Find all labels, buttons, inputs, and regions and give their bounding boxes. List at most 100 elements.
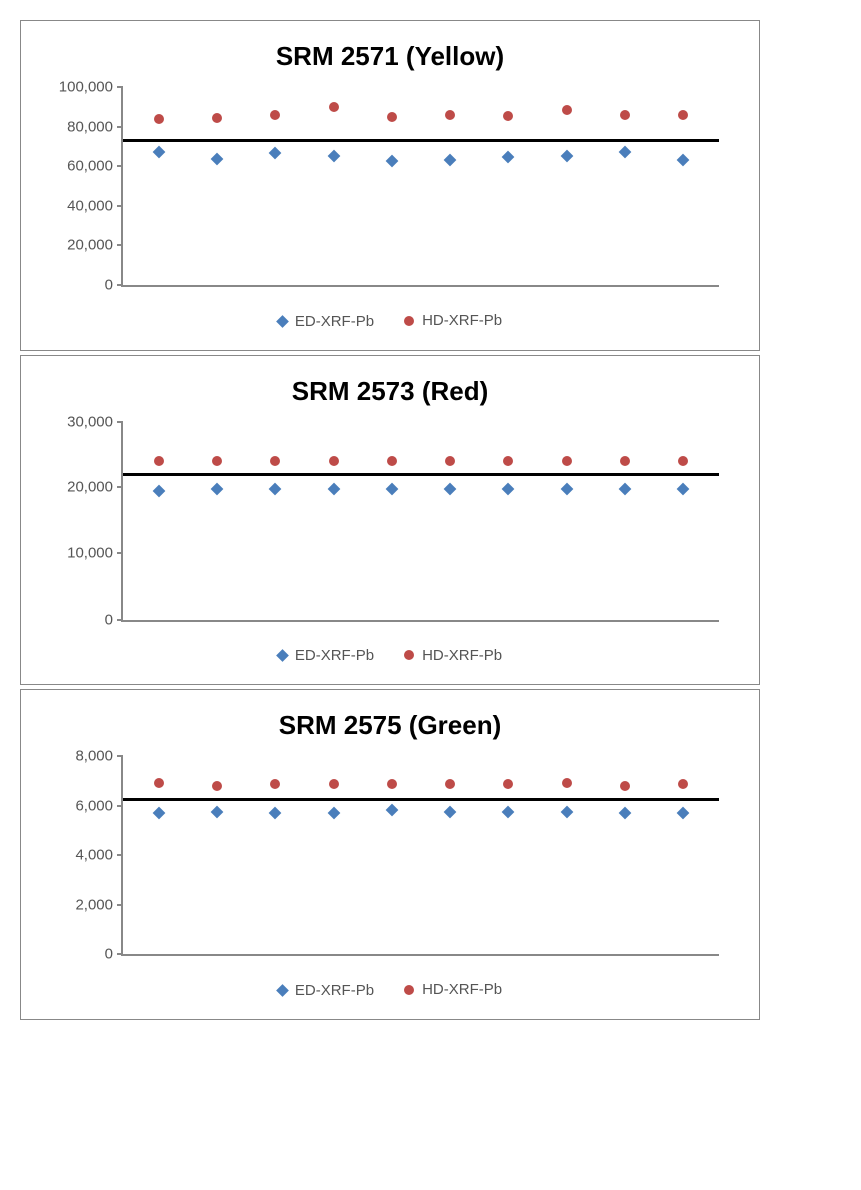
data-point <box>387 779 397 789</box>
y-tick-mark <box>117 552 123 554</box>
y-tick-mark <box>117 86 123 88</box>
y-tick-mark <box>117 755 123 757</box>
data-point <box>444 483 457 496</box>
data-point <box>385 804 398 817</box>
data-point <box>678 456 688 466</box>
legend-item: ED-XRF-Pb <box>278 647 374 664</box>
data-point <box>444 805 457 818</box>
y-tick-label: 100,000 <box>59 79 123 96</box>
data-point <box>154 114 164 124</box>
legend-item: HD-XRF-Pb <box>404 312 502 329</box>
y-tick-mark <box>117 244 123 246</box>
diamond-icon <box>276 649 289 662</box>
data-point <box>211 153 224 166</box>
y-tick-mark <box>117 486 123 488</box>
legend: ED-XRF-Pb HD-XRF-Pb <box>41 981 739 999</box>
chart-panel-0: SRM 2571 (Yellow)020,00040,00060,00080,0… <box>20 20 760 351</box>
legend: ED-XRF-Pb HD-XRF-Pb <box>41 312 739 330</box>
y-tick-label: 10,000 <box>67 545 123 562</box>
chart-area: 010,00020,00030,000 <box>121 422 719 622</box>
data-point <box>212 781 222 791</box>
data-point <box>678 110 688 120</box>
y-tick-label: 60,000 <box>67 158 123 175</box>
y-tick-mark <box>117 904 123 906</box>
legend-item: HD-XRF-Pb <box>404 647 502 664</box>
data-point <box>620 781 630 791</box>
data-point <box>152 146 165 159</box>
data-point <box>270 779 280 789</box>
data-point <box>620 110 630 120</box>
data-point <box>327 483 340 496</box>
y-tick-label: 30,000 <box>67 413 123 430</box>
plot-region: 010,00020,00030,000 <box>121 422 719 622</box>
data-point <box>329 102 339 112</box>
data-point <box>327 807 340 820</box>
y-tick-mark <box>117 284 123 286</box>
data-point <box>211 483 224 496</box>
chart-grid: SRM 2571 (Yellow)020,00040,00060,00080,0… <box>20 20 841 1020</box>
data-point <box>677 483 690 496</box>
y-tick-label: 80,000 <box>67 118 123 135</box>
y-tick-mark <box>117 854 123 856</box>
y-tick-mark <box>117 165 123 167</box>
legend-item: ED-XRF-Pb <box>278 982 374 999</box>
data-point <box>387 112 397 122</box>
y-tick-label: 4,000 <box>75 847 123 864</box>
legend-label: ED-XRF-Pb <box>295 313 374 330</box>
data-point <box>560 483 573 496</box>
y-tick-mark <box>117 205 123 207</box>
data-point <box>502 483 515 496</box>
legend-label: HD-XRF-Pb <box>422 647 502 664</box>
y-tick-label: 40,000 <box>67 197 123 214</box>
reference-line <box>123 139 719 142</box>
y-tick-mark <box>117 126 123 128</box>
y-tick-mark <box>117 619 123 621</box>
data-point <box>152 807 165 820</box>
data-point <box>445 456 455 466</box>
reference-line <box>123 798 719 801</box>
data-point <box>677 154 690 167</box>
data-point <box>562 105 572 115</box>
data-point <box>445 110 455 120</box>
legend-label: ED-XRF-Pb <box>295 982 374 999</box>
legend: ED-XRF-Pb HD-XRF-Pb <box>41 647 739 665</box>
plot-region: 020,00040,00060,00080,000100,000 <box>121 87 719 287</box>
data-point <box>444 154 457 167</box>
data-point <box>329 779 339 789</box>
data-point <box>562 778 572 788</box>
data-point <box>212 456 222 466</box>
data-point <box>387 456 397 466</box>
legend-item: HD-XRF-Pb <box>404 981 502 998</box>
circle-icon <box>404 650 414 660</box>
circle-icon <box>404 316 414 326</box>
chart-area: 020,00040,00060,00080,000100,000 <box>121 87 719 287</box>
data-point <box>327 150 340 163</box>
data-point <box>503 111 513 121</box>
y-tick-mark <box>117 421 123 423</box>
data-point <box>619 807 632 820</box>
data-point <box>620 456 630 466</box>
data-point <box>502 151 515 164</box>
data-point <box>560 150 573 163</box>
data-point <box>677 807 690 820</box>
data-point <box>269 147 282 160</box>
data-point <box>270 456 280 466</box>
data-point <box>154 778 164 788</box>
diamond-icon <box>276 984 289 997</box>
diamond-icon <box>276 315 289 328</box>
data-point <box>503 456 513 466</box>
chart-title: SRM 2573 (Red) <box>41 376 739 407</box>
data-point <box>212 113 222 123</box>
chart-panel-2: SRM 2575 (Green) 02,0004,0006,0008,000 ED-… <box>20 689 760 1020</box>
data-point <box>385 483 398 496</box>
data-point <box>619 146 632 159</box>
data-point <box>211 805 224 818</box>
y-tick-mark <box>117 953 123 955</box>
chart-area: 02,0004,0006,0008,000 <box>121 756 719 956</box>
data-point <box>503 779 513 789</box>
data-point <box>269 807 282 820</box>
chart-title: SRM 2575 (Green) <box>41 710 739 741</box>
data-point <box>385 155 398 168</box>
circle-icon <box>404 985 414 995</box>
plot-region: 02,0004,0006,0008,000 <box>121 756 719 956</box>
